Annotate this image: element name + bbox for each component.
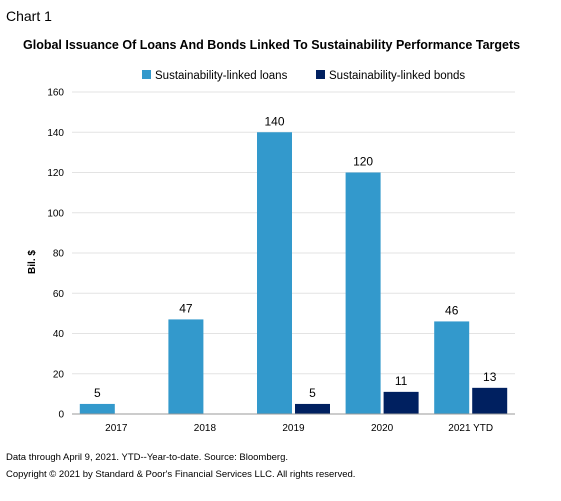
- y-tick-label: 80: [53, 249, 65, 260]
- data-label: 120: [353, 155, 373, 169]
- x-axis-ticks: 2017 2018 2019 2020 2021 YTD: [105, 423, 493, 434]
- data-label: 11: [395, 374, 408, 388]
- data-label: 46: [445, 303, 459, 317]
- legend-swatch-bonds: [316, 70, 325, 79]
- footnote: Data through April 9, 2021. YTD--Year-to…: [6, 452, 288, 463]
- bar-loans: [257, 132, 292, 414]
- chart-label: Chart 1: [6, 8, 52, 24]
- y-tick-label: 60: [53, 289, 65, 300]
- bar-loans: [434, 321, 470, 414]
- data-label: 47: [179, 301, 193, 315]
- data-label: 5: [309, 386, 316, 400]
- legend-label-loans: Sustainability-linked loans: [155, 70, 288, 82]
- y-tick-label: 120: [47, 168, 64, 179]
- y-axis-label: Bil. $: [27, 250, 38, 274]
- y-tick-label: 40: [53, 329, 65, 340]
- x-tick-label: 2021 YTD: [448, 423, 493, 434]
- copyright: Copyright © 2021 by Standard & Poor's Fi…: [6, 469, 356, 480]
- bar-chart: Sustainability-linked loans Sustainabili…: [27, 70, 515, 434]
- bar-loans: [168, 319, 204, 414]
- y-tick-label: 0: [58, 410, 64, 421]
- legend-label-bonds: Sustainability-linked bonds: [329, 70, 465, 82]
- y-tick-label: 20: [53, 369, 65, 380]
- x-tick-label: 2018: [194, 423, 217, 434]
- bar-bonds: [472, 387, 508, 414]
- data-label: 13: [483, 370, 497, 384]
- bar-bonds: [383, 391, 419, 414]
- y-tick-label: 160: [47, 88, 64, 99]
- y-tick-label: 100: [47, 208, 64, 219]
- legend: Sustainability-linked loans Sustainabili…: [142, 70, 465, 82]
- bar-bonds: [295, 403, 330, 414]
- chart-title: Global Issuance Of Loans And Bonds Linke…: [23, 38, 521, 52]
- bar-loans: [79, 403, 115, 414]
- y-axis-ticks: 0 20 40 60 80 100 120 140 160: [47, 88, 64, 421]
- legend-swatch-loans: [142, 70, 151, 79]
- x-tick-label: 2020: [371, 423, 394, 434]
- data-label: 5: [94, 386, 101, 400]
- bars: 5 47 140 5 120 11 46 13: [79, 114, 508, 414]
- x-tick-label: 2019: [282, 423, 305, 434]
- data-label: 140: [264, 114, 284, 128]
- y-tick-label: 140: [47, 128, 64, 139]
- x-tick-label: 2017: [105, 423, 128, 434]
- bar-loans: [345, 172, 381, 414]
